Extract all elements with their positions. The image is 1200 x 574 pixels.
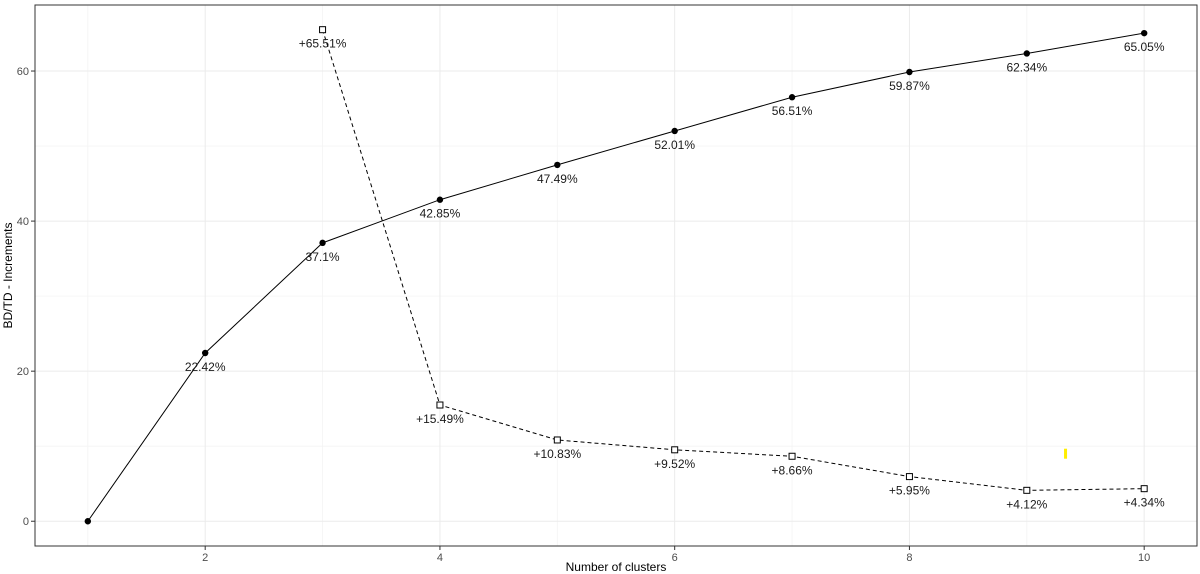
cumulative-line <box>87 32 1145 522</box>
increment-label: +9.52% <box>654 457 695 471</box>
cumulative-point <box>788 94 796 101</box>
increment-label: +4.34% <box>1124 496 1165 510</box>
minor-gridlines <box>35 5 1197 546</box>
cumulative-label: 22.42% <box>185 360 226 374</box>
increment-point <box>671 446 679 454</box>
x-tick-label: 10 <box>1138 552 1150 564</box>
increment-label: +15.49% <box>416 412 464 426</box>
y-tick-label: 0 <box>23 516 29 528</box>
tick-labels: 2 4 6 8 10 0 20 40 60 <box>17 66 1151 564</box>
increment-line <box>322 29 1145 491</box>
x-tick-label: 8 <box>906 552 912 564</box>
data-markers <box>84 26 1148 525</box>
increment-point <box>436 401 444 409</box>
x-axis-title: Number of clusters <box>566 560 667 574</box>
cumulative-label: 52.01% <box>654 138 695 152</box>
data-labels: 22.42% 37.1% 42.85% 47.49% 52.01% 56.51% 59.87… <box>185 37 1165 512</box>
cumulative-point <box>436 196 444 203</box>
y-tick-label: 60 <box>17 66 29 78</box>
increment-label: +65.51% <box>299 37 347 51</box>
increment-label: +10.83% <box>533 447 581 461</box>
y-axis-title: BD/TD - Increments <box>1 222 15 328</box>
panel-border <box>34 4 1198 547</box>
y-tick-label: 20 <box>17 366 29 378</box>
cumulative-point <box>1140 29 1148 37</box>
x-tick-label: 6 <box>672 552 678 564</box>
increment-point <box>319 26 327 34</box>
increment-point <box>1140 485 1148 493</box>
increment-point <box>788 452 796 460</box>
cumulative-label: 47.49% <box>537 172 578 186</box>
cumulative-point <box>1023 50 1031 57</box>
cumulative-label: 62.34% <box>1006 60 1047 74</box>
x-tick-label: 2 <box>202 552 208 564</box>
increment-label: +8.66% <box>772 463 813 477</box>
cumulative-label: 59.87% <box>889 79 930 93</box>
cumulative-point <box>906 68 913 76</box>
cumulative-point <box>671 127 678 135</box>
x-tick-label: 4 <box>437 552 443 564</box>
cumulative-label: 37.1% <box>306 250 340 264</box>
major-gridlines <box>35 5 1197 546</box>
cumulative-label: 42.85% <box>420 207 461 221</box>
increment-point <box>553 436 561 444</box>
cumulative-label: 65.05% <box>1124 40 1165 54</box>
axis-ticks <box>31 70 1145 550</box>
y-tick-label: 40 <box>17 216 29 228</box>
yellow-marker <box>1064 448 1068 459</box>
increment-label: +5.95% <box>889 484 930 498</box>
increment-point <box>1023 486 1031 494</box>
increment-point <box>905 473 913 481</box>
series-lines <box>87 29 1145 522</box>
cumulative-label: 56.51% <box>772 104 813 118</box>
cumulative-point <box>201 349 209 357</box>
cumulative-point <box>319 239 326 247</box>
cumulative-point <box>84 518 92 525</box>
cumulative-point <box>554 161 561 169</box>
increment-label: +4.12% <box>1006 497 1047 511</box>
